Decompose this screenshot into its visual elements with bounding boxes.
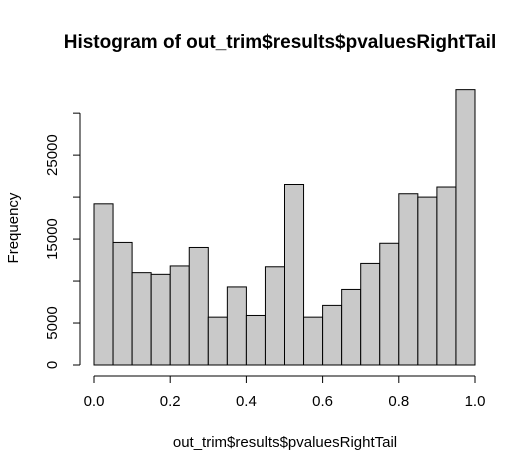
histogram-bar bbox=[264, 266, 286, 366]
histogram-bar bbox=[245, 314, 266, 366]
chart-title: Histogram of out_trim$results$pvaluesRig… bbox=[64, 32, 497, 53]
x-tick-label: 0.4 bbox=[236, 393, 257, 410]
histogram-bar bbox=[150, 273, 171, 366]
histogram-bar bbox=[360, 262, 381, 366]
histogram-bar bbox=[226, 286, 247, 366]
x-axis-label: out_trim$results$pvaluesRightTail bbox=[173, 434, 397, 451]
histogram-bar bbox=[303, 316, 324, 366]
histogram-bar bbox=[417, 196, 438, 366]
x-tick-label: 0.6 bbox=[312, 393, 333, 410]
y-tick-label: 0 bbox=[44, 361, 61, 369]
bars-group bbox=[93, 89, 476, 366]
histogram-bar bbox=[131, 272, 152, 366]
histogram-bar bbox=[398, 193, 419, 366]
y-axis-label: Frequency bbox=[5, 192, 22, 263]
histogram-bar bbox=[112, 241, 133, 366]
x-tick-label: 0.8 bbox=[388, 393, 409, 410]
histogram-bar bbox=[284, 184, 305, 366]
histogram-bar bbox=[207, 316, 228, 366]
histogram-bar bbox=[169, 265, 190, 366]
histogram-bar bbox=[188, 246, 209, 366]
y-axis: 0 5000 15000 25000 bbox=[44, 112, 81, 369]
y-tick-label: 15000 bbox=[44, 218, 61, 260]
x-axis: 0.0 0.2 0.4 0.6 0.8 1.0 bbox=[84, 375, 486, 410]
histogram-bar bbox=[436, 186, 457, 366]
histogram-bar bbox=[322, 304, 343, 366]
histogram-bar bbox=[341, 288, 362, 366]
x-tick-label: 0.2 bbox=[160, 393, 181, 410]
histogram-bar bbox=[93, 203, 114, 366]
y-tick-label: 5000 bbox=[44, 306, 61, 339]
x-tick-label: 0.0 bbox=[84, 393, 105, 410]
histogram-bar bbox=[455, 89, 476, 366]
y-tick-label: 25000 bbox=[44, 134, 61, 176]
histogram-bar bbox=[379, 242, 400, 366]
x-tick-label: 1.0 bbox=[465, 393, 486, 410]
